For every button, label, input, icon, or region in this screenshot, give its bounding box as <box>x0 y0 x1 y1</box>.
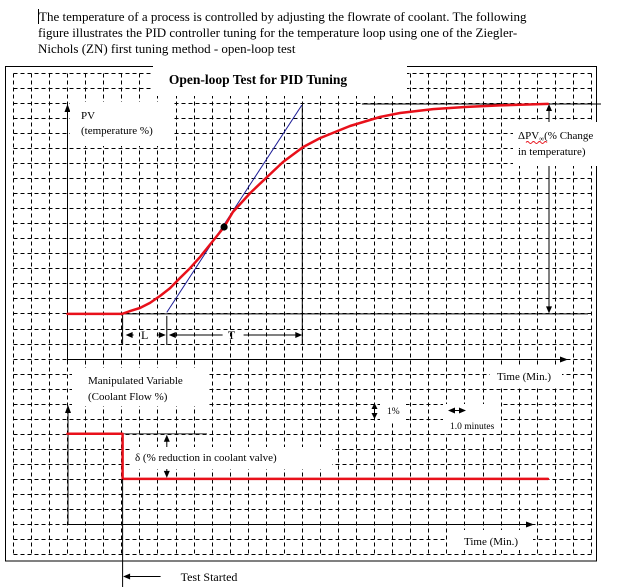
top-time-label-box <box>490 366 562 387</box>
mv-axis-arrow-icon <box>65 405 71 413</box>
figure: Open-loop Test for PID Tuning PV (temper… <box>5 58 603 587</box>
dead-time-arrow-right-icon <box>158 332 166 338</box>
paragraph-line-1: The temperature of a process is controll… <box>39 9 527 24</box>
top-time-axis-arrow-icon <box>560 356 568 363</box>
delta-pv-label-line2: in temperature) <box>518 146 586 158</box>
delta-pv-symbol: ΔPV <box>518 130 539 142</box>
delta-label: δ (% reduction in coolant valve) <box>135 452 277 464</box>
paragraph-line-3: Nichols (ZN) first tuning method - open-… <box>38 41 296 56</box>
scale-time-arrow-left-icon <box>448 407 455 414</box>
pv-axis-arrow-icon <box>64 104 71 112</box>
pv-axis-label: PV <box>81 110 95 122</box>
paragraph-line-2: figure illustrates the PID controller tu… <box>38 25 517 40</box>
test-started-label: Test Started <box>181 570 238 584</box>
delta-pv-arrow-down-icon <box>546 306 552 314</box>
top-time-axis-label: Time (Min.) <box>497 371 551 383</box>
mv-label-box <box>72 368 207 406</box>
scale-pct-box <box>380 402 406 422</box>
delta-pv-label-text: (% Change <box>544 130 593 142</box>
dead-time-arrow-left-icon <box>125 332 133 338</box>
inflection-point <box>220 223 228 231</box>
bottom-time-axis-label: Time (Min.) <box>464 536 518 548</box>
mv-axis-label: Manipulated Variable <box>88 375 183 387</box>
test-started-arrow-icon <box>123 573 131 580</box>
bottom-time-axis-arrow-icon <box>526 521 534 528</box>
spellcheck-underline <box>525 141 548 144</box>
bottom-time-label-box <box>447 530 533 550</box>
scale-pct-arrow-up-icon <box>371 403 378 409</box>
delta-arrow-up-icon <box>163 434 170 442</box>
delta-label-box <box>130 447 332 469</box>
pv-response-curve <box>66 102 550 316</box>
scale-time-label: 1.0 minutes <box>450 422 495 432</box>
coolant-flow-step <box>66 432 550 481</box>
delta-arrow-down-icon <box>163 470 170 478</box>
scale-pct-label: 1% <box>387 407 400 417</box>
dead-time-label: L <box>141 328 148 342</box>
mv-axis-label-units: (Coolant Flow %) <box>88 391 168 403</box>
title-box <box>153 58 407 96</box>
chart-title: Open-loop Test for PID Tuning <box>169 72 348 87</box>
scale-pct-arrow-down-icon <box>371 413 378 419</box>
time-constant-arrow-left-icon <box>168 332 176 338</box>
pv-label-box <box>70 102 172 146</box>
time-constant-arrow-right-icon <box>295 332 303 338</box>
delta-pv-label-box <box>513 122 603 166</box>
delta-pv-arrow-up-icon <box>546 104 552 111</box>
pv-axis-label-units: (temperature %) <box>81 125 153 137</box>
delta-pv-subscript: ∞ <box>539 135 544 143</box>
scale-time-arrow-right-icon <box>459 407 466 414</box>
delta-pv-label: ΔPV∞(% Change <box>518 130 593 143</box>
time-constant-label: T <box>228 328 236 342</box>
